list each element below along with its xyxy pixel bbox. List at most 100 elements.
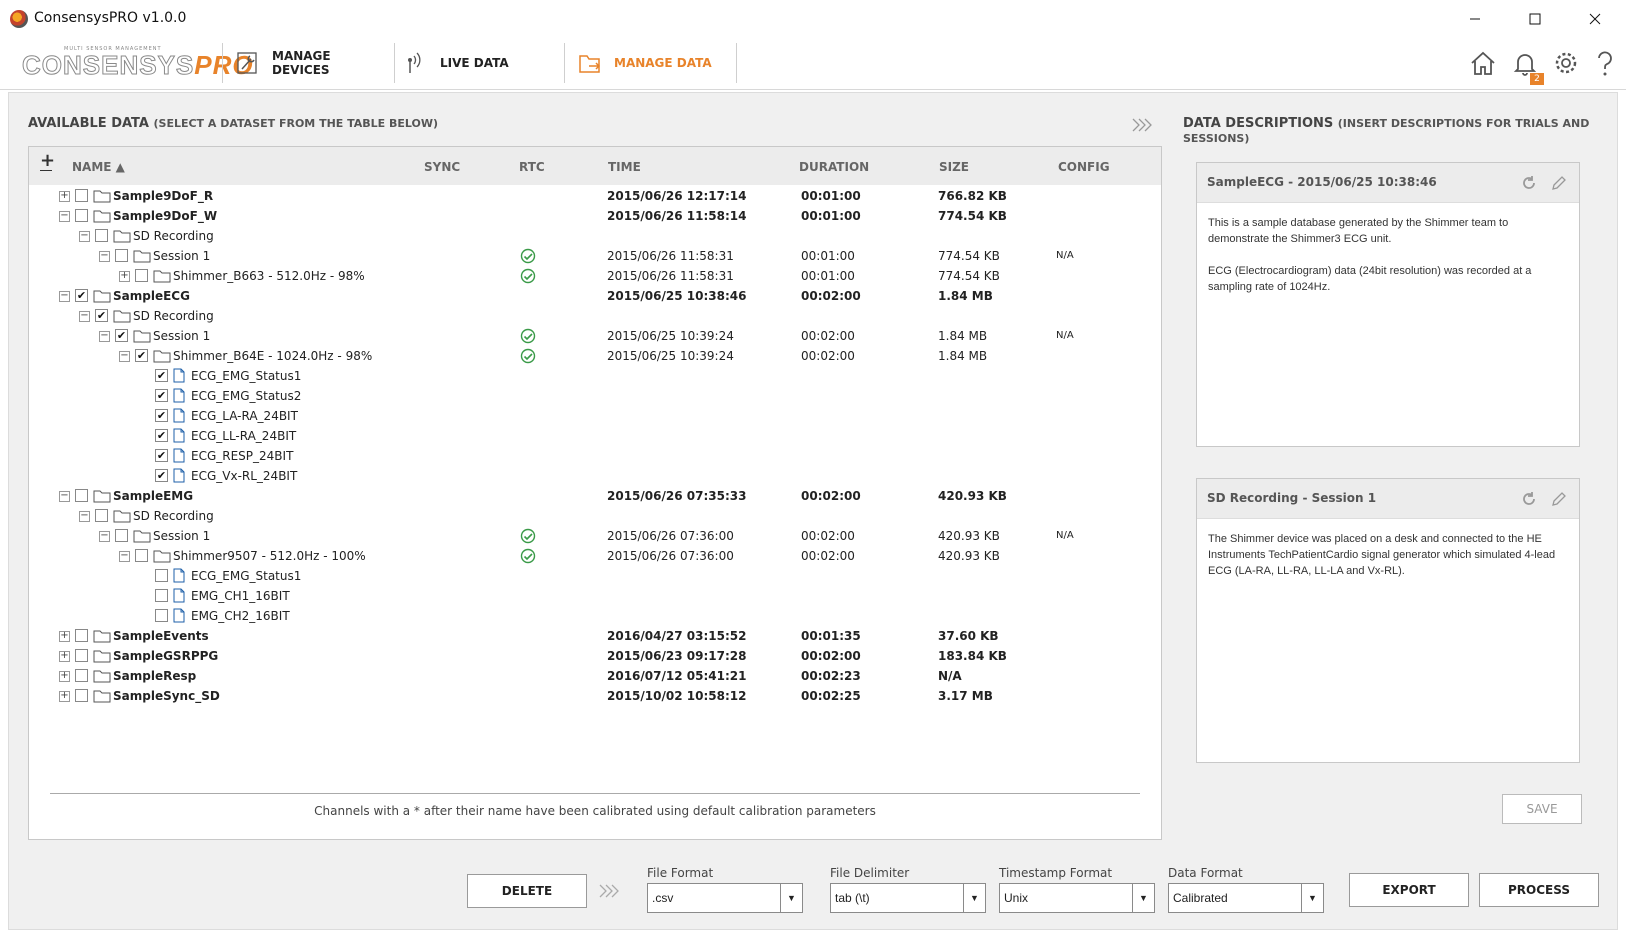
- row-checkbox[interactable]: ✔: [155, 429, 168, 442]
- row-checkbox[interactable]: ✔: [155, 369, 168, 382]
- row-checkbox[interactable]: [155, 589, 168, 602]
- refresh-button[interactable]: [1519, 489, 1539, 509]
- row-checkbox[interactable]: [95, 229, 108, 242]
- channel-row[interactable]: ✔ ECG_Vx-RL_24BIT: [29, 466, 1161, 486]
- channel-row[interactable]: EMG_CH1_16BIT: [29, 586, 1161, 606]
- table-row[interactable]: + Shimmer_B663 - 512.0Hz - 98% 2015/06/26 …: [29, 266, 1161, 286]
- row-checkbox[interactable]: [75, 629, 88, 642]
- column-header-time[interactable]: TIME: [608, 160, 641, 174]
- row-checkbox[interactable]: [135, 269, 148, 282]
- home-button[interactable]: [1468, 48, 1498, 78]
- table-row[interactable]: + SampleGSRPPG 2015/06/23 09:17:28 00:02:00…: [29, 646, 1161, 666]
- add-dataset-button[interactable]: +: [40, 150, 56, 171]
- collapse-icon[interactable]: −: [99, 530, 110, 542]
- save-button[interactable]: SAVE: [1502, 794, 1582, 824]
- timestamp-format-select[interactable]: Unix ▼: [999, 883, 1155, 913]
- column-header-name[interactable]: NAME ▲: [72, 160, 125, 174]
- collapse-icon[interactable]: −: [59, 290, 70, 302]
- column-header-rtc[interactable]: RTC: [519, 160, 545, 174]
- row-checkbox[interactable]: [115, 249, 128, 262]
- help-button[interactable]: [1590, 48, 1620, 78]
- card-description[interactable]: The Shimmer device was placed on a desk …: [1208, 533, 1556, 577]
- row-checkbox[interactable]: [155, 569, 168, 582]
- row-checkbox[interactable]: ✔: [75, 289, 88, 302]
- row-checkbox[interactable]: [75, 189, 88, 202]
- channel-row[interactable]: ✔ ECG_EMG_Status2: [29, 386, 1161, 406]
- collapse-icon[interactable]: −: [59, 210, 70, 222]
- settings-button[interactable]: [1551, 48, 1581, 78]
- expand-icon[interactable]: +: [59, 630, 70, 642]
- channel-row[interactable]: ECG_EMG_Status1: [29, 566, 1161, 586]
- refresh-button[interactable]: [1519, 173, 1539, 193]
- process-button[interactable]: PROCESS: [1479, 873, 1599, 907]
- export-button[interactable]: EXPORT: [1349, 873, 1469, 907]
- notifications-button[interactable]: [1510, 48, 1540, 78]
- row-checkbox[interactable]: [75, 689, 88, 702]
- table-row[interactable]: + Sample9DoF_R 2015/06/26 12:17:14 00:01:00…: [29, 186, 1161, 206]
- table-row[interactable]: − SD Recording: [29, 506, 1161, 526]
- row-checkbox[interactable]: ✔: [155, 469, 168, 482]
- expand-icon[interactable]: +: [59, 650, 70, 662]
- row-checkbox[interactable]: [95, 509, 108, 522]
- row-checkbox[interactable]: [75, 209, 88, 222]
- row-checkbox[interactable]: [75, 669, 88, 682]
- expand-icon[interactable]: +: [119, 270, 130, 282]
- tab-manage-data[interactable]: MANAGE DATA: [578, 43, 734, 83]
- collapse-icon[interactable]: −: [119, 350, 130, 362]
- expand-icon[interactable]: +: [59, 690, 70, 702]
- row-checkbox[interactable]: [75, 649, 88, 662]
- table-row[interactable]: − Shimmer9507 - 512.0Hz - 100% 2015/06/26 …: [29, 546, 1161, 566]
- column-header-size[interactable]: SIZE: [939, 160, 970, 174]
- row-checkbox[interactable]: ✔: [155, 409, 168, 422]
- row-checkbox[interactable]: [75, 489, 88, 502]
- collapse-icon[interactable]: −: [79, 230, 90, 242]
- row-checkbox[interactable]: [115, 529, 128, 542]
- file-delimiter-select[interactable]: tab (\t) ▼: [830, 883, 986, 913]
- row-checkbox[interactable]: ✔: [95, 309, 108, 322]
- table-row[interactable]: + SampleEvents 2016/04/27 03:15:52 00:01:35…: [29, 626, 1161, 646]
- delete-button[interactable]: DELETE: [467, 874, 587, 908]
- tab-manage-devices[interactable]: MANAGE DEVICES: [236, 43, 392, 83]
- channel-row[interactable]: ✔ ECG_LL-RA_24BIT: [29, 426, 1161, 446]
- row-checkbox[interactable]: [135, 549, 148, 562]
- edit-button[interactable]: [1549, 173, 1569, 193]
- data-format-select[interactable]: Calibrated ▼: [1168, 883, 1324, 913]
- table-row[interactable]: − ✔ SD Recording: [29, 306, 1161, 326]
- tab-live-data[interactable]: LIVE DATA: [404, 43, 560, 83]
- table-row[interactable]: − ✔ Shimmer_B64E - 1024.0Hz - 98% 2015/06/2…: [29, 346, 1161, 366]
- minimize-button[interactable]: [1452, 4, 1498, 34]
- row-checkbox[interactable]: ✔: [115, 329, 128, 342]
- collapse-icon[interactable]: −: [79, 510, 90, 522]
- channel-row[interactable]: ✔ ECG_RESP_24BIT: [29, 446, 1161, 466]
- card-description[interactable]: This is a sample database generated by t…: [1208, 217, 1532, 293]
- column-header-duration[interactable]: DURATION: [799, 160, 870, 174]
- file-format-select[interactable]: .csv ▼: [647, 883, 803, 913]
- edit-button[interactable]: [1549, 489, 1569, 509]
- column-header-config[interactable]: CONFIG: [1058, 160, 1110, 174]
- expand-icon[interactable]: +: [59, 190, 70, 202]
- collapse-icon[interactable]: −: [99, 330, 110, 342]
- column-header-sync[interactable]: SYNC: [424, 160, 461, 174]
- table-row[interactable]: − ✔ Session 1 2015/06/25 10:39:24 00:02:00 1.…: [29, 326, 1161, 346]
- collapse-panel-button[interactable]: [1130, 116, 1152, 134]
- row-checkbox[interactable]: ✔: [135, 349, 148, 362]
- table-row[interactable]: − SampleEMG 2015/06/26 07:35:33 00:02:00 420…: [29, 486, 1161, 506]
- close-button[interactable]: [1572, 4, 1618, 34]
- maximize-button[interactable]: [1512, 4, 1558, 34]
- table-row[interactable]: − ✔ SampleECG 2015/06/25 10:38:46 00:02:00 1.…: [29, 286, 1161, 306]
- channel-row[interactable]: ✔ ECG_LA-RA_24BIT: [29, 406, 1161, 426]
- collapse-icon[interactable]: −: [59, 490, 70, 502]
- channel-row[interactable]: EMG_CH2_16BIT: [29, 606, 1161, 626]
- table-row[interactable]: − Session 1 2015/06/26 07:36:00 00:02:00 420…: [29, 526, 1161, 546]
- row-checkbox[interactable]: [155, 609, 168, 622]
- table-row[interactable]: − Session 1 2015/06/26 11:58:31 00:01:00 774…: [29, 246, 1161, 266]
- row-checkbox[interactable]: ✔: [155, 389, 168, 402]
- row-checkbox[interactable]: ✔: [155, 449, 168, 462]
- table-row[interactable]: − Sample9DoF_W 2015/06/26 11:58:14 00:01:00…: [29, 206, 1161, 226]
- channel-row[interactable]: ✔ ECG_EMG_Status1: [29, 366, 1161, 386]
- table-row[interactable]: + SampleSync_SD 2015/10/02 10:58:12 00:02:2…: [29, 686, 1161, 706]
- collapse-icon[interactable]: −: [99, 250, 110, 262]
- collapse-icon[interactable]: −: [79, 310, 90, 322]
- table-row[interactable]: + SampleResp 2016/07/12 05:41:21 00:02:23 N/…: [29, 666, 1161, 686]
- expand-icon[interactable]: +: [59, 670, 70, 682]
